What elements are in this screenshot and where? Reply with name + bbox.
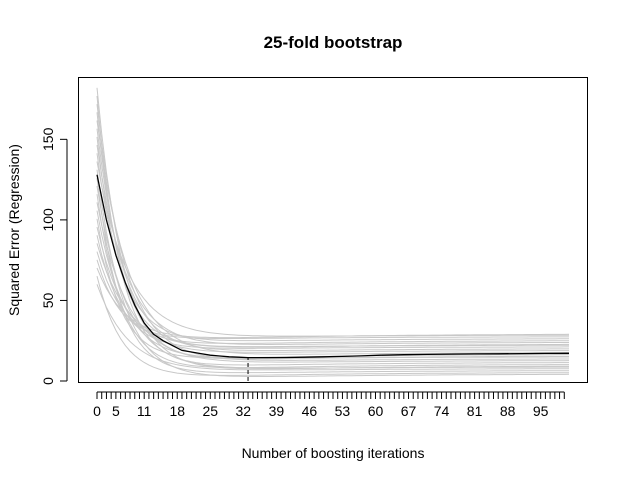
bootstrap-series-line: [96, 136, 569, 348]
bootstrap-series-line: [96, 120, 569, 355]
bootstrap-series-line: [96, 112, 569, 360]
bootstrap-series-line: [96, 87, 570, 370]
x-tick-label: 60: [368, 403, 384, 419]
bootstrap-series-line: [96, 194, 569, 369]
x-tick-label: 67: [401, 403, 417, 419]
bootstrap-series-line: [96, 210, 569, 359]
bootstrap-lines: [96, 87, 570, 377]
x-tick-label: 95: [533, 403, 549, 419]
mean-group: [96, 174, 570, 381]
x-axis: 0 5 11 18 25 32 39 46 53 60 67 74 81 88 95: [93, 391, 565, 419]
bootstrap-series-line: [96, 275, 569, 376]
bootstrap-series-line: [96, 95, 569, 366]
x-tick-label: 0: [93, 403, 101, 419]
bootstrap-series-line: [96, 161, 569, 337]
bootstrap-series-line: [96, 128, 569, 351]
bootstrap-series-line: [96, 202, 570, 363]
x-tick-label: 46: [302, 403, 318, 419]
x-tick-label: 5: [112, 403, 120, 419]
y-axis-label: Squared Error (Regression): [6, 144, 22, 316]
x-tick-label: 25: [202, 403, 218, 419]
y-tick-label: 150: [40, 127, 56, 151]
x-tick-label: 18: [169, 403, 185, 419]
bootstrap-series-line: [96, 259, 569, 339]
plot-area: [78, 77, 588, 383]
x-tick-label: 81: [467, 403, 483, 419]
y-tick-label: 0: [40, 377, 56, 385]
bootstrap-series-line: [96, 177, 569, 374]
bootstrap-series-line: [96, 186, 569, 369]
y-tick-label: 100: [40, 208, 56, 232]
y-tick-label: 50: [40, 292, 56, 308]
x-tick-label: 53: [335, 403, 351, 419]
bootstrap-series-line: [96, 104, 569, 361]
x-tick-label: 88: [500, 403, 516, 419]
chart-title: 25-fold bootstrap: [264, 33, 403, 52]
bootstrap-series-line: [96, 145, 569, 345]
x-tick-label: 74: [434, 403, 450, 419]
x-tick-label: 39: [269, 403, 285, 419]
bootstrap-series-line: [96, 284, 569, 371]
mean-series-line: [96, 174, 570, 359]
bootstrap-series-line: [96, 153, 569, 342]
bootstrap-series-line: [96, 235, 569, 349]
y-axis: 0 50 100 150: [40, 127, 68, 385]
x-tick-label: 11: [137, 403, 152, 419]
bootstrap-series-line: [96, 267, 570, 339]
x-axis-label: Number of boosting iterations: [242, 445, 425, 461]
x-tick-label: 32: [236, 403, 252, 419]
